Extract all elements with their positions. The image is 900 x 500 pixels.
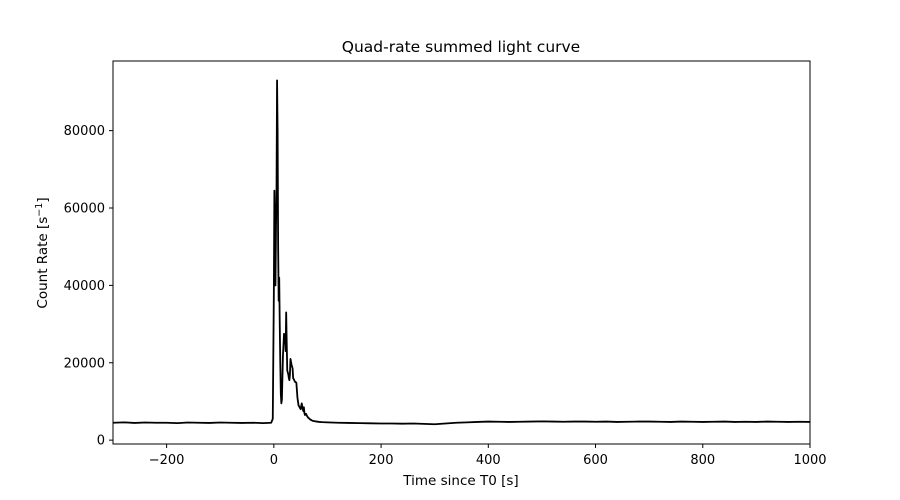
y-tick-label: 60000 (64, 202, 105, 217)
plot-area (112, 60, 811, 445)
y-tick-label: 40000 (64, 279, 105, 294)
x-tick-label: 0 (270, 453, 278, 468)
axis-ticks: −200 0 200 400 600 800 1000 0 20000 40000 60000 800… (64, 124, 827, 468)
x-tick-label: 800 (690, 453, 715, 468)
x-tick-label: 200 (369, 453, 394, 468)
axes-frame (112, 60, 811, 445)
chart-title: Quad-rate summed light curve (342, 38, 580, 56)
y-axis-title-close: ] (35, 197, 51, 202)
light-curve-line-0 (113, 79, 810, 426)
y-tick-label: 20000 (64, 356, 105, 371)
x-axis-title: Time since T0 [s] (402, 473, 518, 489)
y-tick-label: 80000 (64, 124, 105, 139)
y-tick-label: 0 (97, 434, 105, 449)
y-axis-title: Count Rate [s−1] (34, 197, 51, 308)
x-tick-label: −200 (149, 453, 185, 468)
x-tick-label: 1000 (793, 453, 826, 468)
x-tick-label: 600 (583, 453, 608, 468)
y-axis-title-superscript: −1 (34, 203, 45, 217)
y-axis-title-base: Count Rate [s (35, 217, 51, 309)
x-tick-label: 400 (476, 453, 501, 468)
